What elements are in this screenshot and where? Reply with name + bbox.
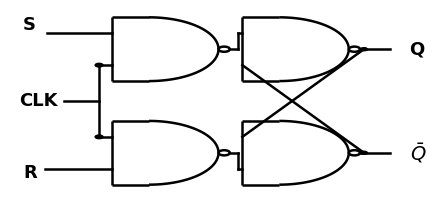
Text: S: S bbox=[23, 16, 36, 34]
Circle shape bbox=[95, 135, 103, 139]
Circle shape bbox=[95, 63, 103, 67]
Text: Q: Q bbox=[409, 40, 425, 58]
Text: CLK: CLK bbox=[19, 92, 57, 110]
Text: R: R bbox=[23, 164, 37, 182]
Text: $\bar{Q}$: $\bar{Q}$ bbox=[409, 141, 426, 165]
Circle shape bbox=[361, 151, 368, 154]
Circle shape bbox=[361, 48, 368, 51]
